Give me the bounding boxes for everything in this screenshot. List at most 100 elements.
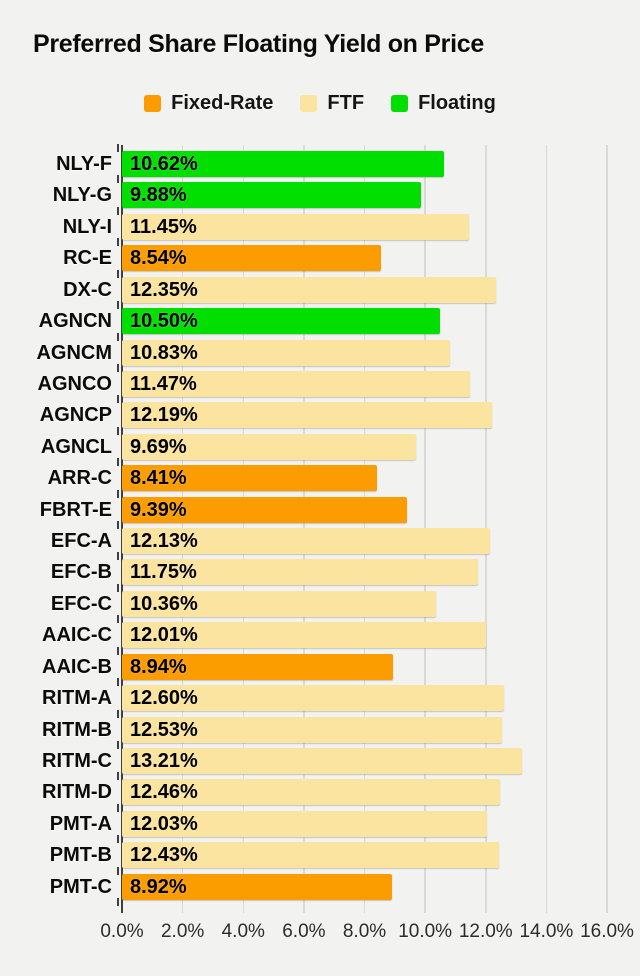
bar xyxy=(122,339,451,366)
bar-row: NLY-G 9.88% xyxy=(53,182,607,209)
x-axis-label: 4.0% xyxy=(221,921,265,942)
legend-swatch-icon xyxy=(144,95,162,112)
plot-area: 0.0% 2.0% 4.0% 6.0% 8.0% 10.0% 12.0% 14.0% 16.0%… xyxy=(36,144,634,942)
axis-tick xyxy=(117,426,119,435)
axis-tick xyxy=(117,740,119,749)
bar-row: AGNCN 10.50% xyxy=(39,308,607,335)
legend-label: FTF xyxy=(327,92,365,114)
gridline xyxy=(545,145,548,913)
bar-value-label: 11.45% xyxy=(130,215,197,238)
bar-row: PMT-A 12.03% xyxy=(50,810,607,837)
legend-swatch-icon xyxy=(391,95,409,112)
bar-value-label: 9.88% xyxy=(130,184,187,207)
x-axis-label: 6.0% xyxy=(282,921,326,942)
bar-row: FBRT-E 9.39% xyxy=(40,496,607,523)
axis-tick xyxy=(117,803,119,812)
bar xyxy=(122,276,497,303)
legend-label: Fixed-Rate xyxy=(171,92,274,114)
bar-value-label: 12.03% xyxy=(130,812,198,835)
axis-tick xyxy=(117,615,119,624)
axis-tick xyxy=(117,301,119,310)
bar-value-label: 12.53% xyxy=(130,718,198,741)
bar-value-label: 13.21% xyxy=(130,749,198,772)
category-label: DX-C xyxy=(63,278,112,301)
bar-value-label: 10.83% xyxy=(130,341,198,364)
legend-item-floating: Floating xyxy=(391,92,496,115)
category-label: AGNCO xyxy=(37,372,112,395)
bar xyxy=(122,182,422,209)
category-label: NLY-I xyxy=(62,215,112,238)
bar xyxy=(122,245,381,272)
category-label: AGNCM xyxy=(36,341,112,364)
bar xyxy=(122,779,500,806)
bar xyxy=(122,308,441,335)
bar xyxy=(122,465,377,492)
x-axis-label: 12.0% xyxy=(458,921,513,942)
axis-tick xyxy=(117,269,119,278)
bar xyxy=(122,685,504,712)
bar-row: AAIC-B 8.94% xyxy=(42,653,607,680)
category-label: NLY-G xyxy=(52,184,112,207)
bar xyxy=(122,590,437,617)
axis-tick xyxy=(117,332,119,341)
axis-tick xyxy=(117,678,119,687)
bar xyxy=(122,213,470,240)
category-label: EFC-C xyxy=(50,592,112,615)
axis-tick xyxy=(117,238,119,247)
gridline xyxy=(606,145,608,913)
bar-value-label: 11.47% xyxy=(130,372,197,395)
axis-tick xyxy=(117,772,119,781)
bar xyxy=(122,151,444,177)
axis-tick xyxy=(117,363,119,372)
bar-row: AAIC-C 12.01% xyxy=(42,622,607,649)
bar-value-label: 8.54% xyxy=(130,247,187,270)
category-label: FBRT-E xyxy=(39,498,112,521)
bar xyxy=(122,496,407,523)
chart-title: Preferred Share Floating Yield on Price xyxy=(33,30,484,58)
axis-tick xyxy=(117,206,119,215)
x-axis-label: 8.0% xyxy=(342,921,387,942)
bar-value-label: 12.60% xyxy=(130,687,198,710)
category-label: RITM-D xyxy=(42,781,112,804)
bar-row: NLY-F 10.62% xyxy=(56,151,607,177)
axis-tick xyxy=(117,866,119,875)
category-label: RC-E xyxy=(63,247,112,270)
axis-tick xyxy=(117,709,119,718)
bar-value-label: 9.69% xyxy=(130,435,187,458)
bar-value-label: 10.62% xyxy=(130,153,198,175)
x-axis-label: 2.0% xyxy=(160,921,205,942)
bar xyxy=(122,402,492,429)
category-label: PMT-B xyxy=(49,844,112,867)
x-axis-label: 0.0% xyxy=(100,921,144,942)
category-label: ARR-C xyxy=(47,467,112,490)
bar xyxy=(122,370,470,397)
bar-value-label: 11.75% xyxy=(130,561,197,584)
x-axis-label: 14.0% xyxy=(519,921,574,942)
bar-value-label: 8.94% xyxy=(130,655,187,678)
axis-tick xyxy=(117,144,119,152)
bar-row: AGNCM 10.83% xyxy=(36,339,607,366)
category-label: EFC-B xyxy=(50,561,112,584)
axis-tick xyxy=(117,489,119,498)
axis-tick xyxy=(117,521,119,530)
category-label: AAIC-B xyxy=(42,655,112,678)
bar xyxy=(122,559,479,586)
axis-tick xyxy=(117,646,119,655)
bar-row: AGNCO 11.47% xyxy=(38,370,607,397)
category-label: PMT-A xyxy=(49,812,112,835)
axis-tick xyxy=(117,835,119,844)
bar xyxy=(122,810,487,837)
bar xyxy=(122,433,416,460)
bar-value-label: 12.43% xyxy=(130,844,198,867)
axis-tick xyxy=(117,583,119,592)
bar xyxy=(122,747,523,774)
bar xyxy=(122,528,490,555)
bar-row: RITM-D 12.46% xyxy=(42,779,607,806)
bar-row: RITM-A 12.60% xyxy=(42,685,607,712)
bar-row: RC-E 8.54% xyxy=(63,245,607,272)
bar-value-label: 12.46% xyxy=(130,781,198,804)
axis-tick xyxy=(117,458,119,467)
legend-item-ftf: FTF xyxy=(300,92,364,115)
category-label: EFC-A xyxy=(50,530,112,553)
category-label: RITM-B xyxy=(42,718,112,741)
